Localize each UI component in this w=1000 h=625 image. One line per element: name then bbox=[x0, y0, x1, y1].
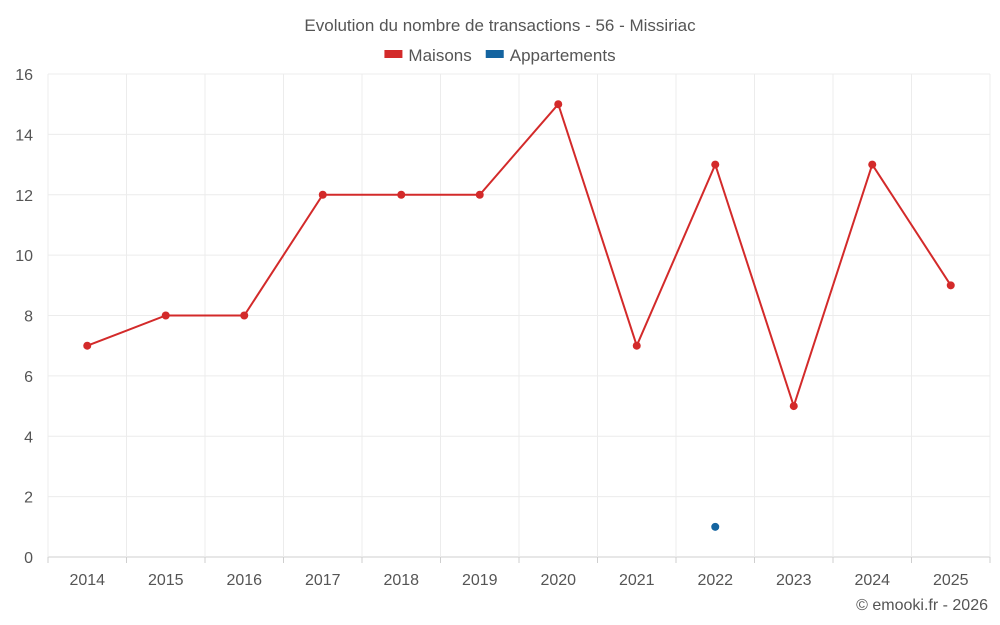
data-point-maisons[interactable] bbox=[240, 311, 249, 320]
credit: © emooki.fr - 2026 bbox=[856, 597, 988, 614]
x-tick-label: 2024 bbox=[854, 572, 890, 589]
y-tick-label: 6 bbox=[24, 369, 33, 386]
legend-swatch-appartements[interactable] bbox=[485, 50, 504, 58]
y-tick-label: 4 bbox=[24, 429, 33, 446]
data-point-maisons[interactable] bbox=[161, 311, 170, 320]
data-point-maisons[interactable] bbox=[789, 402, 798, 411]
x-tick-label: 2023 bbox=[776, 572, 812, 589]
data-point-maisons[interactable] bbox=[318, 190, 327, 199]
data-point-maisons[interactable] bbox=[397, 190, 406, 199]
plot-area bbox=[83, 100, 955, 531]
y-tick-label: 0 bbox=[24, 550, 33, 567]
chart-title: Evolution du nombre de transactions - 56… bbox=[304, 16, 696, 35]
y-tick-label: 16 bbox=[15, 67, 33, 84]
x-tick-label: 2017 bbox=[305, 572, 341, 589]
data-point-maisons[interactable] bbox=[868, 160, 877, 169]
x-tick-label: 2022 bbox=[697, 572, 733, 589]
legend-label-appartements: Appartements bbox=[510, 46, 616, 65]
data-point-maisons[interactable] bbox=[554, 100, 563, 109]
legend-label-maisons: Maisons bbox=[408, 46, 471, 65]
y-tick-label: 8 bbox=[24, 309, 33, 326]
x-axis: 2014 2015 2016 2017 2018 2019 2020 2021 2022 2023… bbox=[69, 572, 968, 589]
data-point-maisons[interactable] bbox=[632, 341, 641, 350]
x-tick-label: 2021 bbox=[619, 572, 655, 589]
y-tick-label: 14 bbox=[15, 127, 33, 144]
data-point-maisons[interactable] bbox=[475, 190, 484, 199]
data-point-maisons[interactable] bbox=[711, 160, 720, 169]
x-tick-label: 2025 bbox=[933, 572, 969, 589]
data-point-maisons[interactable] bbox=[946, 281, 955, 290]
x-tick-label: 2014 bbox=[69, 572, 105, 589]
grid bbox=[47, 73, 991, 563]
legend-swatch-maisons[interactable] bbox=[384, 50, 403, 58]
series-line-maisons bbox=[86, 102, 952, 410]
y-tick-label: 2 bbox=[24, 490, 33, 507]
x-tick-label: 2016 bbox=[226, 572, 262, 589]
x-tick-label: 2020 bbox=[540, 572, 576, 589]
x-tick-label: 2015 bbox=[148, 572, 184, 589]
x-tick-label: 2018 bbox=[383, 572, 419, 589]
y-tick-label: 10 bbox=[15, 248, 33, 265]
data-point-appartements[interactable] bbox=[711, 522, 720, 531]
legend: Maisons Appartements bbox=[384, 46, 616, 65]
y-tick-label: 12 bbox=[15, 188, 33, 205]
y-axis: 0 2 4 6 8 10 12 14 16 bbox=[15, 67, 33, 567]
x-tick-label: 2019 bbox=[462, 572, 498, 589]
data-point-maisons[interactable] bbox=[83, 341, 92, 350]
